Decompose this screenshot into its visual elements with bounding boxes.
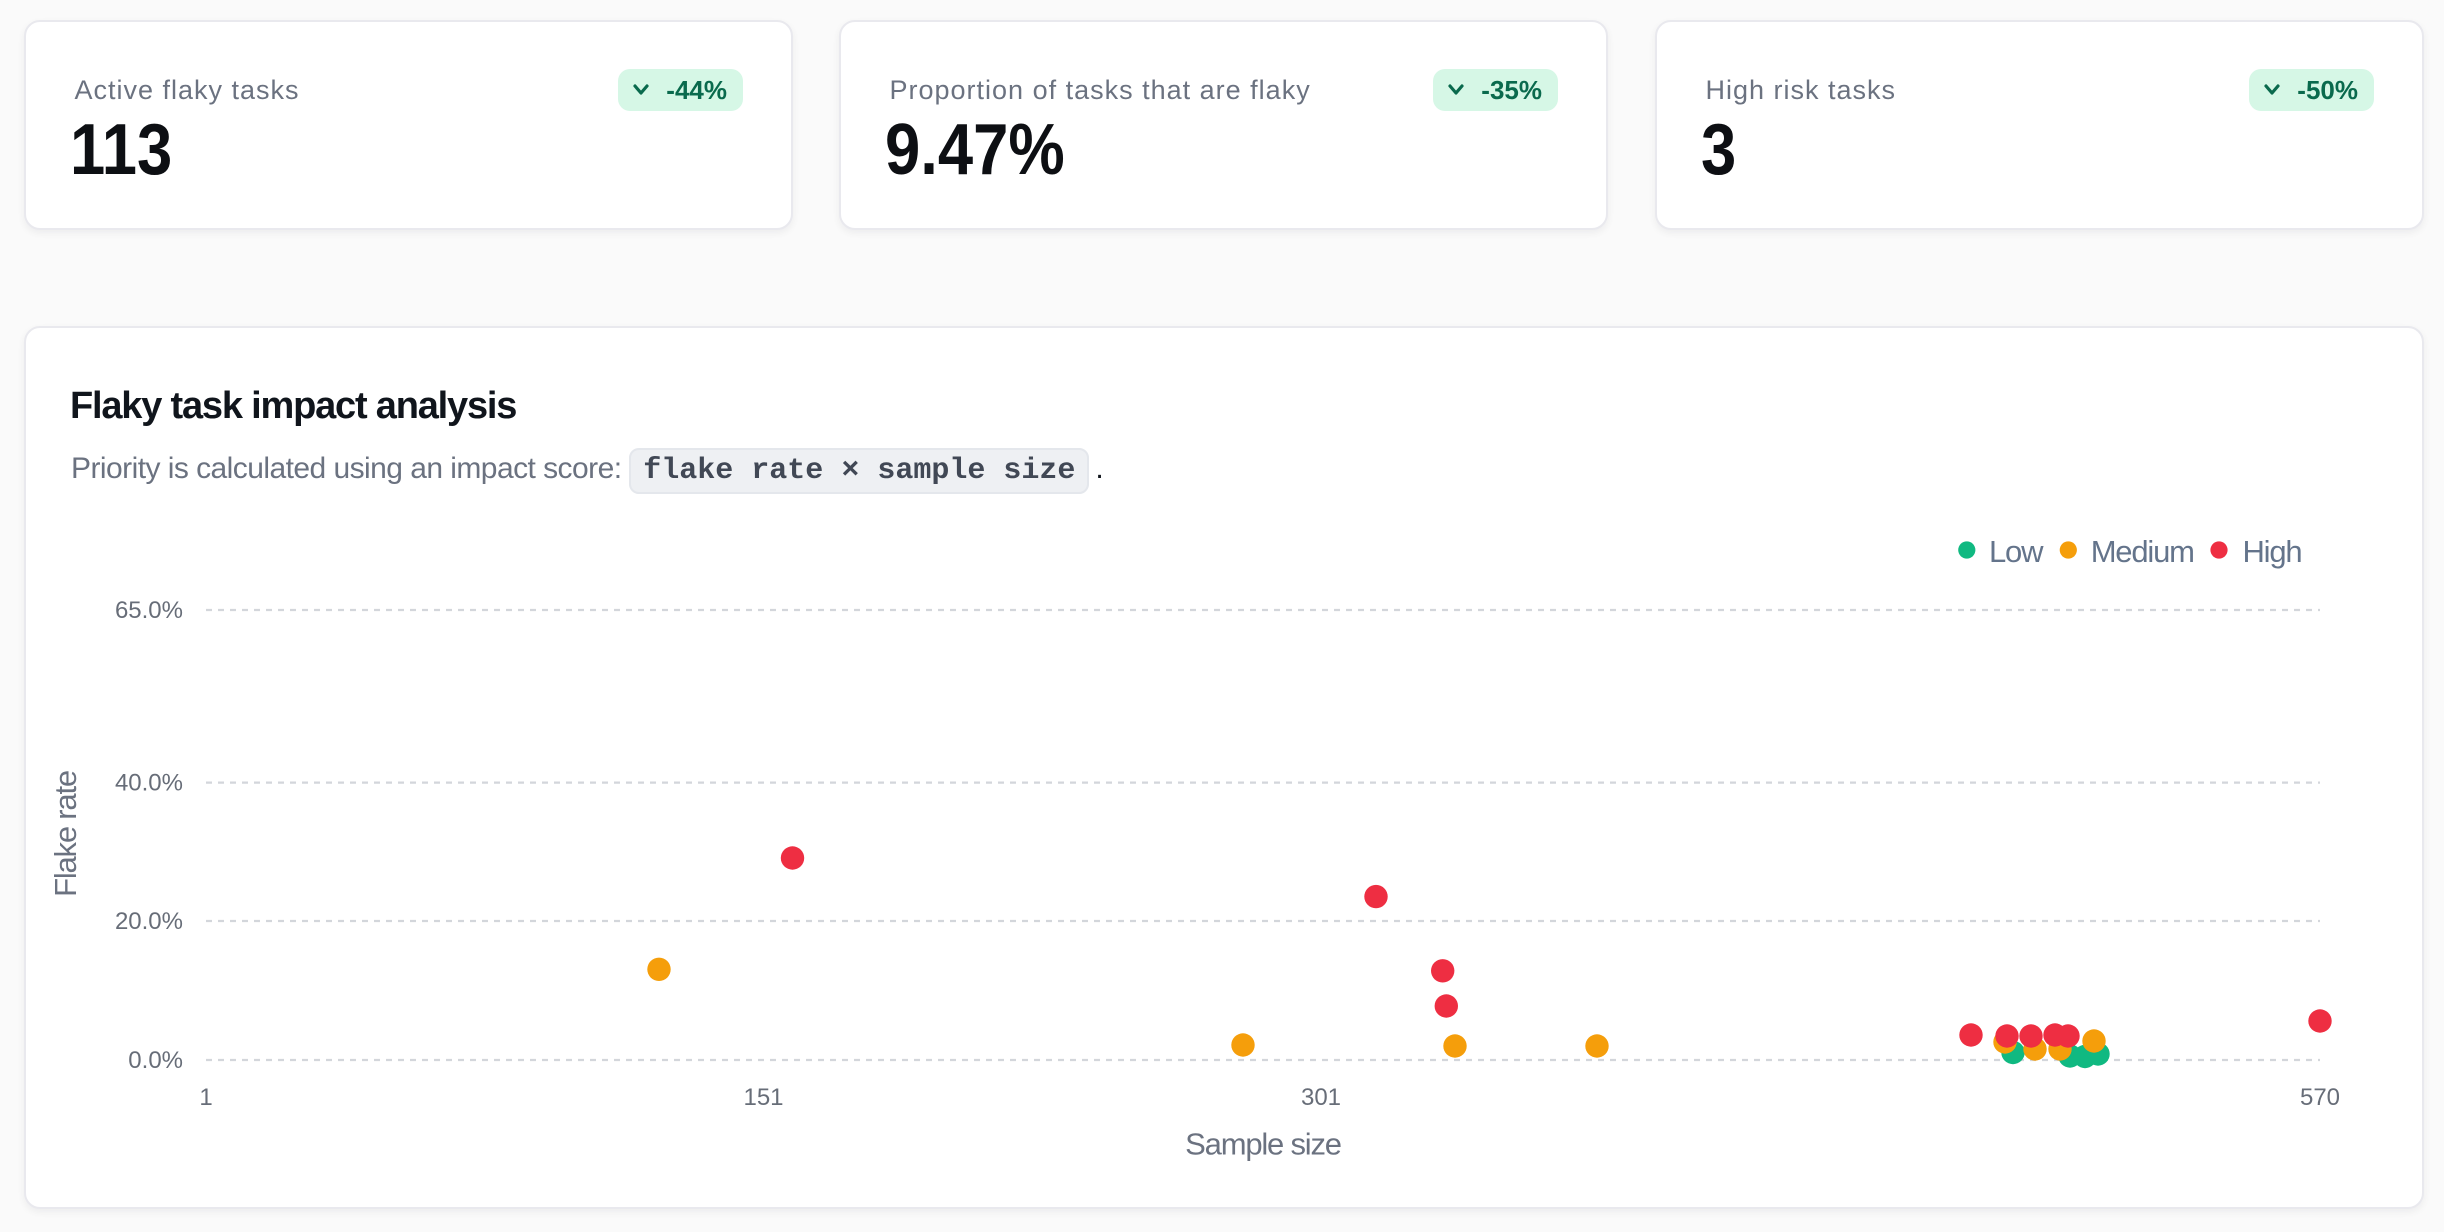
svg-text:Sample size: Sample size (1185, 1126, 1341, 1161)
svg-text:High: High (2243, 534, 2302, 569)
svg-text:1: 1 (199, 1084, 212, 1111)
svg-text:20.0%: 20.0% (115, 908, 183, 935)
svg-text:0.0%: 0.0% (128, 1047, 183, 1074)
svg-text:570: 570 (2300, 1084, 2340, 1111)
svg-text:65.0%: 65.0% (115, 597, 183, 624)
svg-text:40.0%: 40.0% (115, 770, 183, 797)
svg-text:Low: Low (1989, 534, 2044, 569)
svg-text:301: 301 (1301, 1084, 1341, 1111)
svg-text:151: 151 (743, 1084, 783, 1111)
svg-text:Medium: Medium (2091, 534, 2194, 569)
svg-text:Flake rate: Flake rate (48, 771, 83, 897)
